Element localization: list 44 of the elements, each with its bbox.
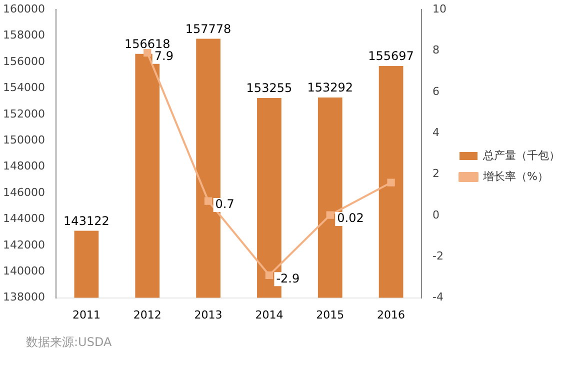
y2-tick-label: 0 bbox=[432, 208, 440, 222]
x-tick-label: 2014 bbox=[255, 308, 284, 322]
data-label: 157778 bbox=[185, 22, 232, 36]
y2-tick-label: 10 bbox=[432, 2, 447, 16]
y2-tick-label: 4 bbox=[432, 126, 440, 139]
y-tick-label: 148000 bbox=[2, 160, 45, 173]
y-tick-label: 144000 bbox=[2, 212, 45, 226]
y2-tick-label: 8 bbox=[432, 44, 440, 57]
data-label: 153292 bbox=[307, 80, 354, 95]
x-tick-label: 2015 bbox=[316, 308, 344, 322]
data-label: 7.9 bbox=[154, 48, 174, 63]
data-label: 156618 bbox=[124, 37, 170, 52]
data-label: 155697 bbox=[368, 49, 414, 64]
point bbox=[144, 49, 152, 57]
point bbox=[204, 197, 212, 205]
y2-tick-label: -2 bbox=[432, 249, 444, 262]
y-tick-label: 154000 bbox=[2, 81, 45, 94]
y-tick-label: 146000 bbox=[2, 186, 45, 199]
x-tick-label: 2012 bbox=[133, 308, 162, 322]
point bbox=[265, 271, 274, 279]
legend-label: 增长率（%） bbox=[482, 170, 548, 183]
data-label: 0.7 bbox=[215, 197, 234, 212]
y-tick-label: 138000 bbox=[2, 290, 45, 304]
point bbox=[326, 211, 334, 219]
x-tick-label: 2013 bbox=[194, 308, 222, 322]
y-tick-label: 160000 bbox=[2, 2, 45, 16]
y-tick-label: 152000 bbox=[2, 107, 45, 120]
x-tick-label: 2016 bbox=[377, 308, 406, 322]
point bbox=[387, 178, 395, 186]
data-label: 143122 bbox=[64, 214, 110, 228]
y2-tick-label: 6 bbox=[432, 84, 440, 98]
x-tick-label: 2011 bbox=[72, 308, 100, 322]
data-label: -2.9 bbox=[276, 271, 300, 286]
y-tick-label: 158000 bbox=[2, 28, 45, 42]
source-note: 数据来源:USDA bbox=[26, 334, 112, 351]
data-label: 153255 bbox=[246, 81, 292, 96]
y-tick-label: 142000 bbox=[2, 238, 45, 252]
y2-tick-label: -4 bbox=[432, 290, 444, 304]
y-tick-label: 156000 bbox=[2, 54, 45, 68]
y2-tick-label: 2 bbox=[432, 167, 440, 180]
y-tick-label: 140000 bbox=[2, 264, 45, 278]
data-label: 0.02 bbox=[337, 211, 364, 226]
y-tick-label: 150000 bbox=[2, 133, 45, 146]
legend-label: 总产量（千包） bbox=[482, 148, 560, 162]
